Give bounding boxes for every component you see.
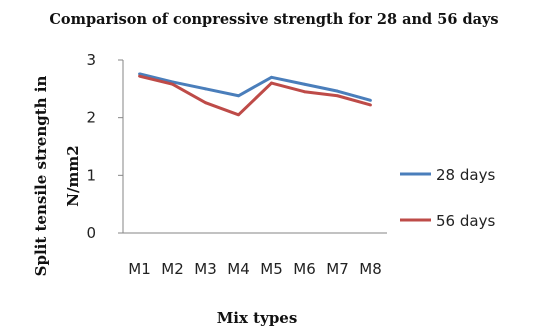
data-point bbox=[204, 101, 207, 105]
data-point bbox=[237, 94, 240, 98]
x-tick-label: M6 bbox=[293, 260, 316, 278]
y-tick-label: 0 bbox=[86, 224, 96, 242]
y-tick-label: 1 bbox=[86, 166, 96, 184]
series-line-56-days bbox=[139, 74, 371, 117]
chart-title: Comparison of conpressive strength for 2… bbox=[49, 11, 498, 28]
data-point bbox=[171, 82, 174, 86]
series-line-28-days bbox=[139, 72, 371, 102]
data-point bbox=[270, 75, 273, 79]
data-point bbox=[138, 72, 141, 76]
x-tick-label: M2 bbox=[161, 260, 184, 278]
data-point bbox=[303, 82, 306, 86]
x-tick-label: M3 bbox=[194, 260, 217, 278]
x-tick-label: M7 bbox=[326, 260, 349, 278]
x-tick-label: M4 bbox=[227, 260, 250, 278]
data-point bbox=[303, 90, 306, 94]
series-group bbox=[138, 72, 372, 117]
legend-label-28-days: 28 days bbox=[436, 166, 495, 184]
y-tick-group: 0 1 2 3 bbox=[86, 51, 123, 242]
plot-area bbox=[122, 60, 387, 234]
data-point bbox=[204, 87, 207, 91]
data-point bbox=[369, 103, 372, 107]
data-point bbox=[237, 113, 240, 117]
y-axis-title-line-1: Split tensile strength in bbox=[32, 76, 50, 277]
y-tick-label: 3 bbox=[86, 51, 96, 69]
data-point bbox=[336, 89, 339, 93]
y-tick-label: 2 bbox=[86, 109, 96, 127]
legend: 28 days 56 days bbox=[400, 166, 495, 230]
x-axis-title: Mix types bbox=[217, 309, 298, 327]
x-tick-label: M8 bbox=[359, 260, 382, 278]
y-axis-title-line-2: N/mm2 bbox=[64, 145, 82, 206]
x-tick-group: M1 M2 M3 M4 M5 M6 M7 M8 bbox=[128, 260, 382, 278]
legend-label-56-days: 56 days bbox=[436, 212, 495, 230]
x-tick-label: M5 bbox=[260, 260, 283, 278]
data-point bbox=[369, 98, 372, 102]
y-axis-title-group: Split tensile strength in N/mm2 bbox=[32, 76, 82, 277]
data-point bbox=[270, 81, 273, 85]
x-tick-label: M1 bbox=[128, 260, 151, 278]
data-point bbox=[138, 74, 141, 78]
data-point bbox=[336, 94, 339, 98]
